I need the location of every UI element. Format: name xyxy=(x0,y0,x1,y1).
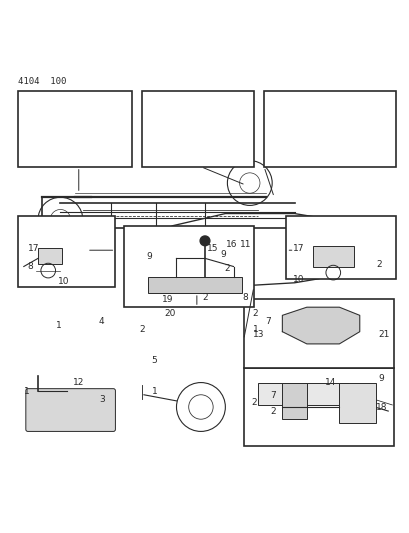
Text: 9: 9 xyxy=(146,252,151,261)
Bar xyxy=(38,248,62,264)
Text: 4: 4 xyxy=(98,317,104,326)
Text: 2: 2 xyxy=(252,309,258,318)
Text: 16: 16 xyxy=(225,240,237,248)
Bar xyxy=(257,383,347,405)
Text: 1: 1 xyxy=(152,386,157,395)
Bar xyxy=(148,277,241,293)
Text: 3: 3 xyxy=(99,395,105,404)
Text: 2: 2 xyxy=(224,264,229,273)
Text: 1: 1 xyxy=(55,321,61,330)
Text: 8: 8 xyxy=(242,293,248,302)
Text: 15: 15 xyxy=(207,244,218,253)
Text: 1: 1 xyxy=(24,386,29,395)
Text: 2: 2 xyxy=(251,399,257,407)
Text: 12: 12 xyxy=(72,378,84,387)
Bar xyxy=(263,91,396,167)
Text: 4104  100: 4104 100 xyxy=(18,77,66,86)
Bar xyxy=(312,246,353,266)
Text: 1: 1 xyxy=(252,325,258,334)
Bar xyxy=(18,215,115,287)
Text: 9: 9 xyxy=(377,374,383,383)
Bar xyxy=(243,299,393,368)
Text: 7: 7 xyxy=(265,317,270,326)
Bar xyxy=(142,91,253,167)
Text: 19: 19 xyxy=(162,295,173,304)
Bar xyxy=(286,215,396,279)
Text: 8: 8 xyxy=(28,262,34,271)
Text: 18: 18 xyxy=(375,403,387,412)
Bar xyxy=(243,368,393,446)
Text: 2: 2 xyxy=(139,325,144,334)
Bar xyxy=(282,383,306,419)
Text: 17: 17 xyxy=(292,244,303,253)
FancyBboxPatch shape xyxy=(26,389,115,431)
Polygon shape xyxy=(282,307,359,344)
Text: 21: 21 xyxy=(377,329,389,338)
Text: 10: 10 xyxy=(292,274,303,284)
Text: 2: 2 xyxy=(375,261,381,269)
Circle shape xyxy=(200,236,209,246)
Text: 9: 9 xyxy=(220,250,226,259)
Bar xyxy=(339,383,375,423)
Text: 13: 13 xyxy=(252,329,263,338)
Bar xyxy=(123,226,253,307)
Text: 10: 10 xyxy=(58,277,70,286)
Text: 5: 5 xyxy=(151,356,157,365)
Text: 20: 20 xyxy=(164,309,175,318)
Text: 17: 17 xyxy=(28,244,39,253)
Bar xyxy=(18,91,131,167)
Text: 2: 2 xyxy=(202,293,207,302)
Text: 7: 7 xyxy=(270,391,275,400)
Text: 2: 2 xyxy=(270,407,275,416)
Text: 11: 11 xyxy=(239,240,250,249)
Text: 14: 14 xyxy=(324,378,336,387)
